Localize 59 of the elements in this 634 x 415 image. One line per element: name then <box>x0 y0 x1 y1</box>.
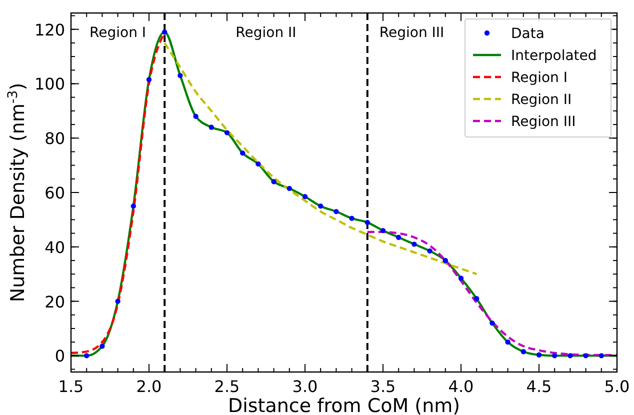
y-tick-label: 80 <box>44 129 65 148</box>
point <box>286 186 292 192</box>
point <box>178 72 183 78</box>
point <box>598 353 604 358</box>
x-tick-label: 3.5 <box>370 377 396 396</box>
legend-label: Data <box>511 26 544 42</box>
point <box>302 194 308 200</box>
point <box>396 234 402 240</box>
x-tick-label: 5.0 <box>604 377 630 396</box>
point <box>208 124 214 130</box>
point <box>193 114 198 119</box>
x-tick-label: 3.0 <box>292 377 318 396</box>
point <box>364 220 370 226</box>
y-tick-label: 100 <box>34 74 65 94</box>
point <box>146 77 152 82</box>
point <box>520 349 526 354</box>
point <box>505 339 510 345</box>
point <box>256 161 261 167</box>
x-tick-label: 1.5 <box>58 377 84 396</box>
point <box>458 276 464 281</box>
y-tick-label: 120 <box>34 20 65 40</box>
legend-label: Region II <box>511 92 572 108</box>
point <box>427 248 432 254</box>
x-tick-label: 4.5 <box>526 377 552 396</box>
point <box>536 352 542 358</box>
y-tick-label: 20 <box>44 292 65 312</box>
annotation: Region I <box>90 25 146 41</box>
y-tick-label: 0 <box>54 346 65 366</box>
point <box>490 320 495 326</box>
point <box>84 353 90 358</box>
y-tick-label: 40 <box>44 238 65 257</box>
point <box>412 242 417 247</box>
point <box>130 204 136 209</box>
point <box>583 353 588 358</box>
x-axis-title: Distance from CoM (nm) <box>228 395 460 415</box>
legend-label: Region III <box>511 114 576 130</box>
legend-label: Region I <box>511 70 568 86</box>
point <box>318 204 324 209</box>
point <box>240 150 246 156</box>
point <box>115 298 120 304</box>
x-tick-label: 4.0 <box>448 377 474 396</box>
point <box>224 130 230 136</box>
annotation: Region III <box>379 25 444 41</box>
point <box>100 344 105 349</box>
point <box>552 353 558 358</box>
point <box>271 179 276 184</box>
point <box>568 353 573 358</box>
point <box>334 208 339 214</box>
y-tick-label: 60 <box>44 184 65 202</box>
legend-label: Interpolated <box>511 48 597 64</box>
annotation: Region II <box>236 25 296 41</box>
point <box>474 296 480 302</box>
point <box>162 29 168 35</box>
point <box>349 216 354 221</box>
point <box>442 258 448 264</box>
x-tick-label: 2.5 <box>214 377 240 396</box>
x-tick-label: 2.0 <box>136 377 162 396</box>
line-series <box>164 42 478 276</box>
point <box>380 228 386 234</box>
